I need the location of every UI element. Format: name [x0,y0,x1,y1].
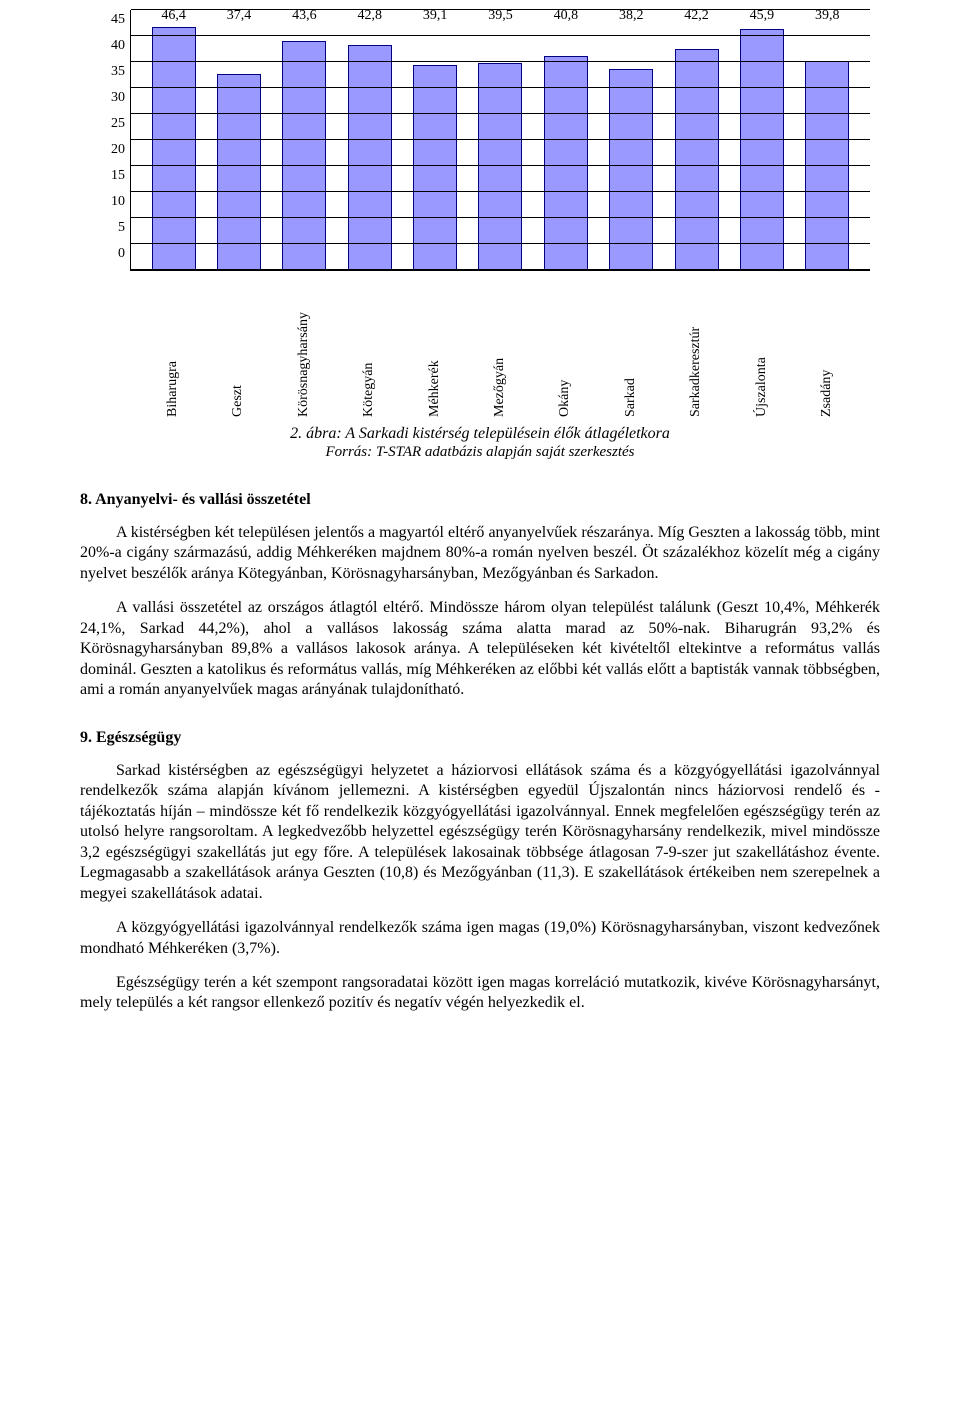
chart-bar [609,69,653,270]
chart-bar-cell: 46,4 [141,10,206,270]
chart-bar-cell: 42,8 [337,10,402,270]
chart-bar [478,63,522,270]
chart-x-tick-label: Újszalonta [729,277,794,417]
chart-bar-cell: 39,1 [402,10,467,270]
chart-gridline [131,87,870,88]
chart-gridline [131,61,870,62]
page: 46,4 37,4 43,6 42,8 39,1 39,5 40,8 38,2 42,2 45,9… [0,0,960,1088]
section-8-paragraph-1: A kistérségben két településen jelentős … [80,523,880,584]
chart-gridline [131,191,870,192]
chart-x-tick-label: Sarkadkeresztúr [664,277,729,417]
section-9-paragraph-3: Egészségügy terén a két szempont rangsor… [80,973,880,1014]
chart-gridline [131,217,870,218]
chart-gridline [131,165,870,166]
chart-bar-value-label: 42,2 [684,8,709,24]
chart-bar-cell: 43,6 [272,10,337,270]
bar-chart: 46,4 37,4 43,6 42,8 39,1 39,5 40,8 38,2 42,2 45,9… [90,10,870,417]
chart-bar-value-label: 39,8 [815,8,840,24]
chart-x-tick-label: Geszt [205,277,270,417]
chart-bar-cell: 42,2 [664,10,729,270]
chart-bar-value-label: 46,4 [161,8,186,24]
chart-x-tick-label: Kötegyán [336,277,401,417]
chart-x-tick-label: Zsadány [795,277,860,417]
chart-caption-title: 2. ábra: A Sarkadi kistérség települései… [290,425,670,442]
chart-y-tick-label: 30 [93,90,125,106]
chart-bar-value-label: 38,2 [619,8,644,24]
chart-y-tick-label: 0 [93,246,125,262]
chart-bars-container: 46,4 37,4 43,6 42,8 39,1 39,5 40,8 38,2 42,2 45,9… [131,10,870,270]
chart-bar-value-label: 40,8 [554,8,579,24]
chart-bar [348,45,392,270]
chart-bar-cell: 39,5 [468,10,533,270]
chart-gridline [131,9,870,10]
chart-bar-value-label: 45,9 [750,8,775,24]
chart-bar-value-label: 37,4 [227,8,252,24]
chart-bar [675,49,719,270]
chart-bar [217,74,261,270]
chart-y-tick-label: 50 [93,0,125,2]
chart-x-tick-label: Méhkerék [402,277,467,417]
chart-bar [152,27,196,270]
chart-bar [282,41,326,270]
chart-x-tick-label: Mezőgyán [467,277,532,417]
chart-bar-cell: 39,8 [795,10,860,270]
chart-y-tick-label: 45 [93,12,125,28]
chart-gridline [131,139,870,140]
chart-y-tick-label: 10 [93,194,125,210]
chart-y-tick-label: 35 [93,64,125,80]
section-9-paragraph-1: Sarkad kistérségben az egészségügyi hely… [80,761,880,904]
chart-gridline [131,113,870,114]
chart-x-labels: BiharugraGesztKörösnagyharsányKötegyánMé… [130,271,870,417]
chart-gridline [131,35,870,36]
section-8-heading: 8. Anyanyelvi- és vallási összetétel [80,491,880,509]
chart-plot-area: 46,4 37,4 43,6 42,8 39,1 39,5 40,8 38,2 42,2 45,9… [130,10,870,271]
chart-bar-cell: 40,8 [533,10,598,270]
chart-caption-source: Forrás: T-STAR adatbázis alapján saját s… [325,444,634,460]
chart-bar-value-label: 39,1 [423,8,448,24]
chart-bar-value-label: 43,6 [292,8,317,24]
chart-y-tick-label: 25 [93,116,125,132]
chart-gridline [131,269,870,270]
chart-x-tick-label: Okány [533,277,598,417]
chart-y-tick-label: 5 [93,220,125,236]
chart-bar-cell: 37,4 [206,10,271,270]
chart-y-tick-label: 20 [93,142,125,158]
chart-x-tick-label: Sarkad [598,277,663,417]
chart-caption: 2. ábra: A Sarkadi kistérség települései… [80,425,880,461]
chart-bar [413,65,457,270]
section-8-paragraph-2: A vallási összetétel az országos átlagtó… [80,598,880,700]
chart-bar-cell: 45,9 [729,10,794,270]
chart-x-tick-label: Biharugra [140,277,205,417]
chart-gridline [131,243,870,244]
chart-bar [740,29,784,270]
chart-bar-cell: 38,2 [599,10,664,270]
section-9-heading: 9. Egészségügy [80,729,880,747]
chart-y-tick-label: 40 [93,38,125,54]
section-9-paragraph-2: A közgyógyellátási igazolvánnyal rendelk… [80,918,880,959]
chart-x-tick-label: Körösnagyharsány [271,277,336,417]
chart-bar-value-label: 39,5 [488,8,513,24]
chart-bar-value-label: 42,8 [358,8,383,24]
chart-y-tick-label: 15 [93,168,125,184]
